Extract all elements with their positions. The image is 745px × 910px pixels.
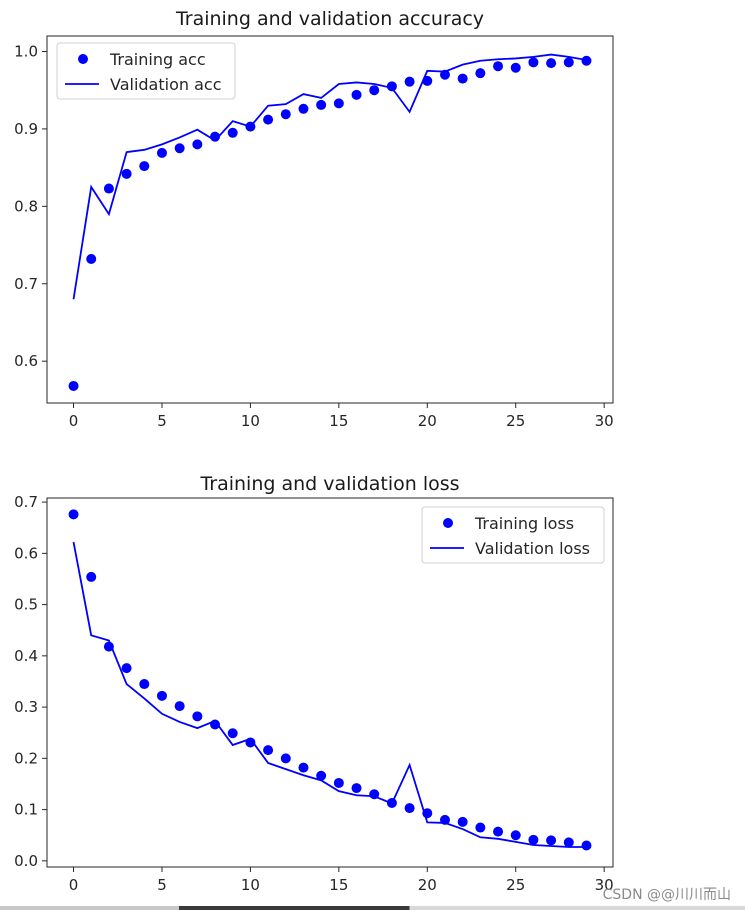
data-point xyxy=(298,762,309,773)
chart-1: Training and validation loss 0 5 10 15 20 25 30… xyxy=(14,473,614,894)
y-tick-label: 0.8 xyxy=(14,197,38,215)
data-point xyxy=(298,103,309,114)
data-point xyxy=(121,168,132,179)
x-tick-label: 20 xyxy=(418,412,437,430)
axes-frame xyxy=(46,35,614,404)
data-point xyxy=(263,745,274,756)
data-point xyxy=(263,114,274,125)
data-point xyxy=(386,81,397,92)
data-point xyxy=(581,55,592,66)
data-point xyxy=(192,711,203,722)
data-point xyxy=(156,690,167,701)
series-line-validation-loss xyxy=(72,541,587,848)
data-point xyxy=(351,89,362,100)
x-tick-label: 20 xyxy=(418,876,437,894)
x-tick-label: 5 xyxy=(157,412,167,430)
data-point xyxy=(103,641,114,652)
legend-label: Training acc xyxy=(109,50,206,69)
data-point xyxy=(139,161,150,172)
data-point xyxy=(457,73,468,84)
data-point xyxy=(493,826,504,837)
legend-dot-marker xyxy=(78,54,88,64)
data-point xyxy=(156,147,167,158)
data-point xyxy=(316,99,327,110)
data-point xyxy=(546,835,557,846)
legend-box xyxy=(421,506,605,564)
y-tick-label: 0.3 xyxy=(14,698,38,716)
data-point xyxy=(121,663,132,674)
y-tick-label: 0.4 xyxy=(14,647,38,665)
data-point xyxy=(174,701,185,712)
chart-title: Training and validation accuracy xyxy=(175,8,484,30)
x-tick-label: 30 xyxy=(595,876,614,894)
x-tick-label: 0 xyxy=(69,412,79,430)
data-point xyxy=(333,777,344,788)
data-point xyxy=(457,816,468,827)
data-point xyxy=(351,783,362,794)
data-point xyxy=(475,68,486,79)
data-point xyxy=(528,834,539,845)
data-point xyxy=(227,728,238,739)
x-tick-label: 25 xyxy=(506,412,525,430)
bottom-strip xyxy=(0,906,745,910)
chart-title: Training and validation loss xyxy=(199,473,459,495)
data-point xyxy=(563,57,574,68)
data-point xyxy=(68,380,79,391)
y-tick-label: 0.6 xyxy=(14,352,38,370)
y-tick-label: 0.2 xyxy=(14,749,38,767)
data-point xyxy=(227,127,238,138)
data-point xyxy=(192,139,203,150)
x-tick-label: 0 xyxy=(69,876,79,894)
legend-dot-marker xyxy=(443,518,453,528)
data-point xyxy=(333,98,344,109)
axes-frame xyxy=(46,497,614,868)
data-point xyxy=(404,803,415,814)
data-point xyxy=(475,822,486,833)
y-tick-label: 0.5 xyxy=(14,596,38,614)
data-point xyxy=(369,85,380,96)
legend-box xyxy=(56,42,236,100)
watermark-text: CSDN @@川川而山 xyxy=(602,887,731,903)
data-point xyxy=(68,509,79,520)
data-point xyxy=(528,57,539,68)
legend-label: Validation loss xyxy=(475,539,590,558)
data-point xyxy=(493,61,504,72)
data-point xyxy=(280,109,291,120)
y-tick-label: 1.0 xyxy=(14,42,38,60)
data-point xyxy=(86,571,97,582)
y-tick-label: 0.0 xyxy=(14,852,38,870)
legend: Training acc Validation acc xyxy=(56,42,236,100)
chart-0: Training and validation accuracy 0 5 10 15 20… xyxy=(14,8,614,430)
legend: Training loss Validation loss xyxy=(421,506,605,564)
y-tick-label: 0.6 xyxy=(14,544,38,562)
data-point xyxy=(280,753,291,764)
data-point xyxy=(139,679,150,690)
data-point xyxy=(510,62,521,73)
legend-label: Validation acc xyxy=(110,75,222,94)
data-point xyxy=(563,837,574,848)
x-tick-label: 5 xyxy=(157,876,167,894)
x-tick-label: 30 xyxy=(595,412,614,430)
legend-label: Training loss xyxy=(474,514,574,533)
x-tick-label: 15 xyxy=(329,876,348,894)
x-tick-label: 10 xyxy=(241,412,260,430)
x-tick-label: 10 xyxy=(241,876,260,894)
x-tick-label: 25 xyxy=(506,876,525,894)
y-tick-label: 0.7 xyxy=(14,493,38,511)
series-line-validation-acc xyxy=(72,53,587,300)
y-tick-label: 0.1 xyxy=(14,801,38,819)
data-point xyxy=(510,830,521,841)
data-point xyxy=(546,58,557,69)
data-point xyxy=(404,76,415,87)
data-point xyxy=(174,143,185,154)
y-tick-label: 0.9 xyxy=(14,120,38,138)
y-tick-label: 0.7 xyxy=(14,275,38,293)
data-point xyxy=(316,770,327,781)
x-tick-label: 15 xyxy=(329,412,348,430)
data-point xyxy=(103,183,114,194)
data-point xyxy=(86,253,97,264)
data-point xyxy=(581,840,592,851)
